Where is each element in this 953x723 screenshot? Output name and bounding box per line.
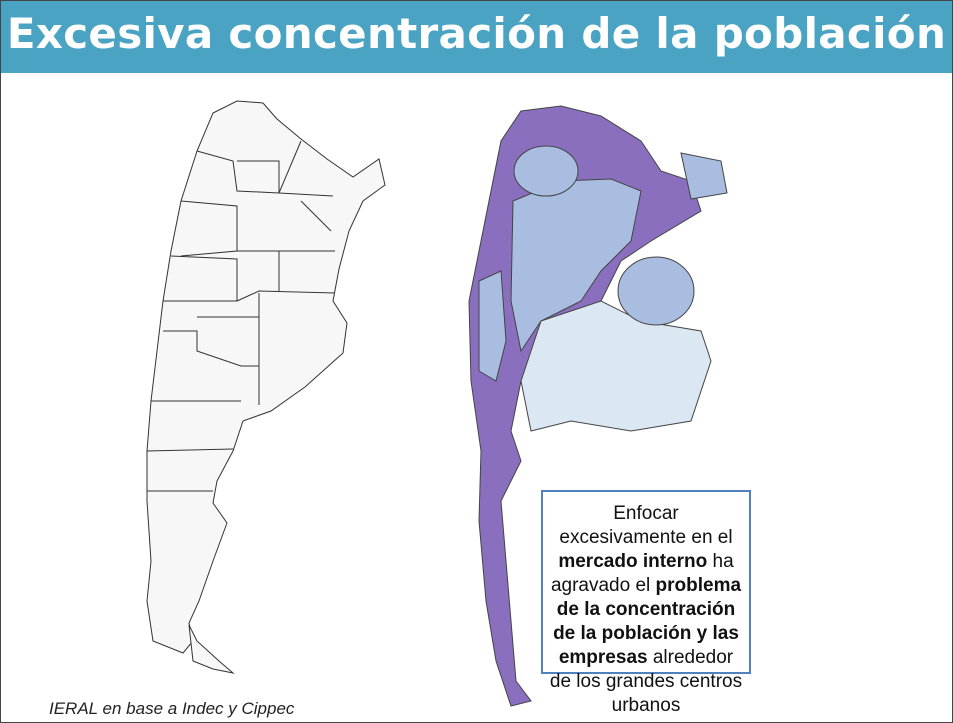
callout: Enfocar excesivamente en el mercado inte… [541,490,751,716]
title: Excesiva concentración de la población [6,9,947,58]
cartogram-west [478,270,507,382]
callout-segment: alrededor de los grandes centros urbanos [549,647,743,716]
cartogram-north [513,145,579,197]
callout-segment: Enfocar excesivamente en el [559,503,733,548]
cartogram-capital [617,256,695,326]
map-borders [146,140,336,492]
callout-segment: problema de la concentración de la pobla… [553,575,742,668]
cartogram [468,105,728,707]
map-island [188,624,235,674]
map-outline [146,100,386,654]
cartogram-northeast [680,152,728,200]
callout-segment: mercado interno [558,551,708,572]
callout-segment: ha agravado el [550,551,734,596]
title-bar: Excesiva concentración de la población [1,1,952,73]
cartogram-center [510,178,642,353]
cartogram-buenos-aires [520,300,712,432]
map-provinces [146,100,386,674]
source: IERAL en base a Indec y Cippec [49,699,295,718]
